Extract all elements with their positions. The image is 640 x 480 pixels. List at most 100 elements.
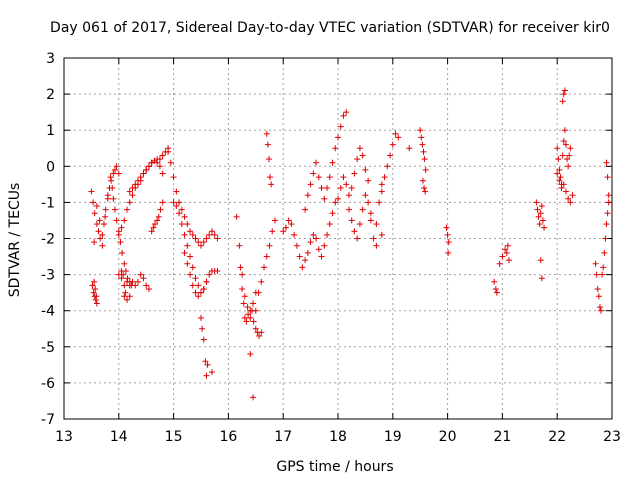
- data-point: [318, 184, 325, 191]
- data-point: [134, 278, 141, 285]
- data-point: [601, 249, 608, 256]
- data-point: [129, 192, 136, 199]
- data-point: [421, 184, 428, 191]
- data-point: [148, 228, 155, 235]
- data-point: [101, 221, 108, 228]
- data-point: [97, 235, 104, 242]
- y-axis-label: SDTVAR / TECUs: [7, 183, 23, 298]
- data-point: [198, 314, 204, 321]
- data-point: [159, 199, 166, 206]
- data-point: [195, 282, 202, 289]
- data-point: [282, 224, 289, 231]
- data-point: [118, 275, 125, 282]
- data-point: [326, 221, 333, 228]
- x-tick-label: 20: [439, 429, 457, 445]
- data-point: [200, 336, 207, 343]
- data-point: [492, 286, 499, 293]
- data-point: [598, 307, 605, 314]
- data-point: [556, 166, 563, 173]
- data-point: [155, 213, 162, 220]
- data-point: [214, 267, 221, 274]
- data-point: [538, 203, 545, 210]
- data-point: [561, 87, 568, 94]
- data-point: [378, 188, 385, 195]
- data-point: [192, 289, 199, 296]
- data-point: [120, 271, 127, 278]
- data-point: [173, 203, 180, 210]
- data-point: [258, 329, 265, 336]
- x-tick-label: 14: [110, 429, 128, 445]
- data-point: [89, 282, 96, 289]
- data-point: [493, 289, 500, 296]
- data-point: [567, 145, 574, 152]
- data-point: [121, 282, 128, 289]
- data-point: [159, 170, 166, 177]
- data-point: [199, 325, 206, 332]
- data-point: [134, 177, 141, 184]
- data-point: [541, 224, 548, 231]
- data-point: [302, 206, 309, 213]
- x-tick-label: 13: [55, 429, 73, 445]
- data-point: [313, 159, 320, 166]
- data-point: [537, 257, 544, 264]
- data-point: [92, 286, 99, 293]
- data-point: [505, 257, 512, 264]
- data-point: [247, 314, 254, 321]
- data-point: [255, 289, 262, 296]
- data-point: [208, 228, 215, 235]
- data-point: [554, 170, 561, 177]
- data-point: [348, 184, 355, 191]
- data-point: [555, 156, 562, 163]
- x-tick-label: 19: [384, 429, 402, 445]
- data-point: [340, 174, 347, 181]
- data-point: [324, 231, 331, 238]
- x-tick-label: 17: [274, 429, 292, 445]
- data-point: [562, 188, 569, 195]
- data-point: [129, 278, 136, 285]
- data-point: [417, 127, 424, 134]
- data-point: [189, 282, 196, 289]
- data-point: [376, 199, 383, 206]
- data-point: [565, 163, 572, 170]
- data-point: [502, 246, 509, 253]
- data-point: [192, 275, 199, 282]
- data-point: [176, 199, 183, 206]
- data-point: [117, 239, 124, 246]
- data-point: [268, 181, 275, 188]
- data-point: [406, 145, 413, 152]
- data-point: [329, 159, 336, 166]
- data-point: [93, 203, 100, 210]
- data-point: [173, 188, 180, 195]
- data-point: [122, 289, 129, 296]
- data-point: [307, 239, 314, 246]
- data-point: [250, 394, 257, 401]
- data-point: [178, 206, 185, 213]
- data-point: [95, 228, 102, 235]
- x-tick-label: 18: [329, 429, 347, 445]
- data-point: [557, 174, 564, 181]
- data-point: [354, 235, 361, 242]
- data-point: [143, 166, 150, 173]
- data-point: [187, 228, 194, 235]
- data-point: [258, 278, 265, 285]
- data-point: [250, 300, 257, 307]
- data-point: [129, 184, 136, 191]
- data-point: [503, 249, 510, 256]
- y-tick-label: -2: [41, 232, 55, 248]
- data-point: [237, 264, 244, 271]
- data-point: [111, 166, 118, 173]
- data-point: [605, 199, 612, 206]
- y-tick-label: -1: [41, 195, 55, 211]
- data-point: [420, 148, 427, 155]
- data-point: [556, 177, 563, 184]
- data-point: [321, 242, 328, 249]
- data-point: [195, 293, 202, 300]
- data-point: [321, 195, 328, 202]
- data-point: [119, 249, 126, 256]
- data-point: [326, 174, 333, 181]
- data-point: [124, 275, 131, 282]
- data-point: [354, 156, 361, 163]
- data-point: [110, 195, 117, 202]
- data-point: [203, 235, 210, 242]
